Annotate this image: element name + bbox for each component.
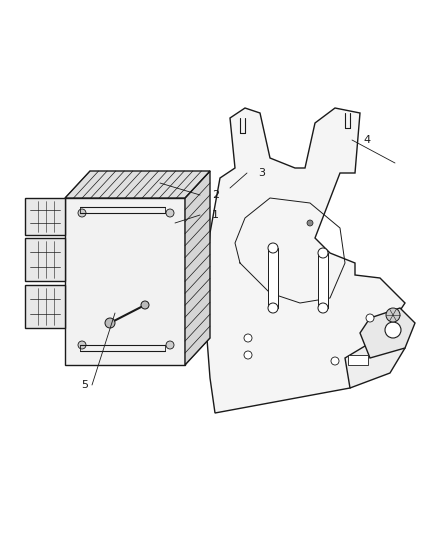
Circle shape [105,318,115,328]
Polygon shape [25,285,65,328]
Text: 1: 1 [212,210,219,220]
Polygon shape [267,248,277,308]
Circle shape [317,303,327,313]
Circle shape [166,209,173,217]
Circle shape [330,357,338,365]
Circle shape [244,351,251,359]
Polygon shape [344,328,404,388]
Circle shape [306,220,312,226]
Polygon shape [317,253,327,308]
Polygon shape [359,308,414,358]
Polygon shape [184,171,209,365]
Circle shape [78,209,86,217]
Polygon shape [65,171,209,198]
Circle shape [78,341,86,349]
Text: 4: 4 [362,135,369,145]
Circle shape [384,322,400,338]
Polygon shape [347,355,367,365]
Circle shape [244,334,251,342]
Polygon shape [25,198,65,235]
Circle shape [267,303,277,313]
Text: 2: 2 [212,190,219,200]
Polygon shape [65,198,184,365]
Circle shape [141,301,148,309]
Polygon shape [25,238,65,281]
Circle shape [385,308,399,322]
Circle shape [317,248,327,258]
Circle shape [267,243,277,253]
Circle shape [365,314,373,322]
Circle shape [166,341,173,349]
Text: 3: 3 [258,168,265,178]
Text: 5: 5 [81,380,88,390]
Polygon shape [205,108,409,413]
